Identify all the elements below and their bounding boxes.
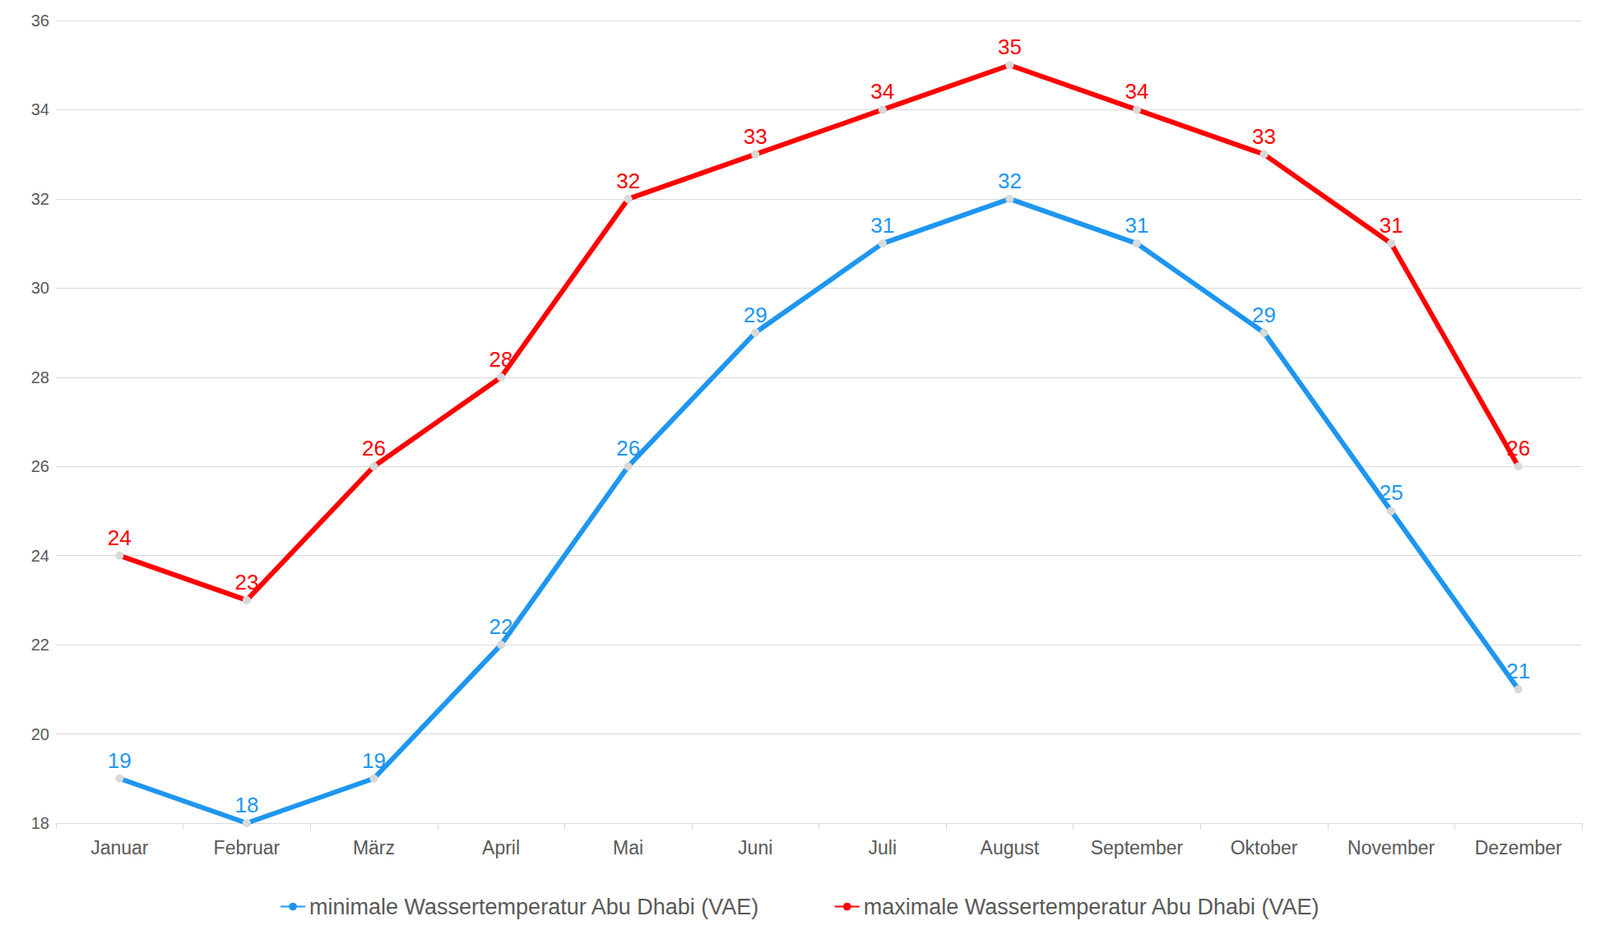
svg-text:Juni: Juni [737, 837, 773, 859]
svg-text:19: 19 [361, 748, 386, 774]
svg-text:maximale Wassertemperatur Abu: maximale Wassertemperatur Abu Dhabi (VAE… [863, 895, 1320, 920]
svg-text:34: 34 [1124, 78, 1149, 104]
svg-text:18: 18 [234, 793, 259, 818]
svg-text:19: 19 [107, 748, 132, 774]
svg-text:31: 31 [1124, 213, 1149, 238]
svg-text:31: 31 [1379, 213, 1404, 238]
svg-text:36: 36 [31, 11, 50, 30]
svg-text:Dezember: Dezember [1474, 837, 1563, 859]
svg-text:28: 28 [31, 368, 50, 387]
svg-text:29: 29 [743, 302, 768, 328]
svg-text:33: 33 [1252, 124, 1276, 149]
svg-text:minimale Wassertemperatur Abu: minimale Wassertemperatur Abu Dhabi (VAE… [309, 895, 759, 920]
svg-text:35: 35 [997, 34, 1022, 60]
svg-text:31: 31 [870, 213, 895, 238]
svg-text:23: 23 [234, 570, 259, 595]
svg-text:Januar: Januar [90, 837, 149, 859]
svg-text:24: 24 [31, 547, 50, 566]
svg-text:25: 25 [1379, 480, 1404, 506]
svg-text:Oktober: Oktober [1230, 837, 1299, 859]
svg-text:März: März [352, 837, 395, 859]
svg-text:18: 18 [31, 814, 50, 833]
svg-text:August: August [980, 837, 1040, 859]
svg-text:November: November [1347, 837, 1435, 859]
svg-text:33: 33 [743, 124, 768, 149]
svg-text:29: 29 [1252, 302, 1276, 328]
svg-text:32: 32 [616, 168, 640, 194]
svg-text:September: September [1090, 837, 1184, 859]
svg-text:Mai: Mai [612, 837, 644, 859]
svg-text:34: 34 [31, 100, 50, 119]
svg-text:28: 28 [489, 347, 514, 372]
svg-text:26: 26 [361, 435, 386, 461]
svg-text:30: 30 [31, 278, 50, 297]
svg-text:26: 26 [616, 435, 640, 461]
svg-text:34: 34 [870, 78, 895, 104]
svg-text:20: 20 [31, 725, 50, 744]
svg-text:26: 26 [31, 457, 50, 476]
svg-text:24: 24 [107, 525, 132, 551]
svg-text:22: 22 [31, 635, 50, 654]
svg-text:32: 32 [997, 168, 1022, 194]
svg-text:April: April [482, 837, 520, 859]
svg-text:Juli: Juli [868, 837, 898, 859]
svg-text:26: 26 [1506, 435, 1531, 461]
svg-text:22: 22 [489, 614, 514, 640]
svg-text:32: 32 [31, 190, 50, 209]
svg-text:Februar: Februar [213, 837, 281, 859]
svg-text:21: 21 [1506, 658, 1531, 684]
